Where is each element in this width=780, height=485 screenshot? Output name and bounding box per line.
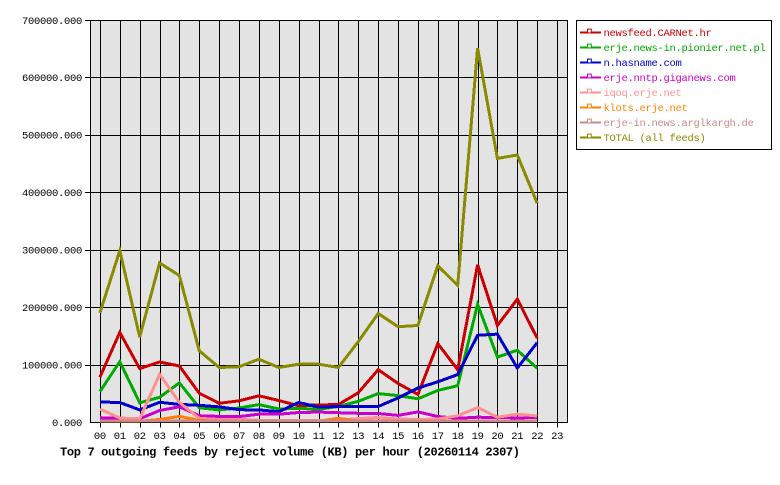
svg-text:20: 20 [491, 431, 503, 443]
svg-text:11: 11 [313, 431, 325, 443]
svg-text:19: 19 [472, 431, 484, 443]
svg-text:07: 07 [233, 431, 245, 443]
svg-text:23: 23 [551, 431, 563, 443]
svg-text:erje.nntp.giganews.com: erje.nntp.giganews.com [604, 73, 736, 85]
svg-text:01: 01 [114, 431, 126, 443]
svg-text:05: 05 [193, 431, 205, 443]
svg-text:13: 13 [352, 431, 364, 443]
svg-text:17: 17 [432, 431, 444, 443]
svg-text:00: 00 [94, 431, 106, 443]
svg-text:Top 7 outgoing feeds by reject: Top 7 outgoing feeds by reject volume (K… [60, 446, 520, 460]
svg-text:400000.000: 400000.000 [22, 188, 82, 200]
svg-text:erje.news-in.pionier.net.pl: erje.news-in.pionier.net.pl [604, 43, 766, 55]
svg-text:klots.erje.net: klots.erje.net [604, 103, 688, 115]
svg-text:erje-in.news.arglkargh.de: erje-in.news.arglkargh.de [604, 118, 754, 130]
svg-text:15: 15 [392, 431, 404, 443]
svg-text:300000.000: 300000.000 [22, 246, 82, 258]
svg-text:12: 12 [332, 431, 344, 443]
svg-text:500000.000: 500000.000 [22, 131, 82, 143]
svg-text:16: 16 [412, 431, 424, 443]
svg-text:06: 06 [213, 431, 225, 443]
svg-text:iqoq.erje.net: iqoq.erje.net [604, 88, 682, 100]
svg-text:700000.000: 700000.000 [22, 16, 82, 28]
svg-text:21: 21 [511, 431, 523, 443]
svg-text:10: 10 [293, 431, 305, 443]
svg-text:TOTAL (all feeds): TOTAL (all feeds) [604, 133, 706, 145]
svg-text:03: 03 [154, 431, 166, 443]
svg-text:14: 14 [372, 431, 384, 443]
svg-text:08: 08 [253, 431, 265, 443]
svg-text:100000.000: 100000.000 [22, 360, 82, 372]
svg-text:09: 09 [273, 431, 285, 443]
svg-text:04: 04 [173, 431, 185, 443]
svg-text:n.hasname.com: n.hasname.com [604, 58, 682, 70]
svg-text:200000.000: 200000.000 [22, 303, 82, 315]
svg-text:0.000: 0.000 [52, 418, 82, 430]
svg-text:newsfeed.CARNet.hr: newsfeed.CARNet.hr [604, 28, 712, 40]
svg-text:22: 22 [531, 431, 543, 443]
svg-text:600000.000: 600000.000 [22, 73, 82, 85]
svg-text:02: 02 [134, 431, 146, 443]
svg-text:18: 18 [452, 431, 464, 443]
